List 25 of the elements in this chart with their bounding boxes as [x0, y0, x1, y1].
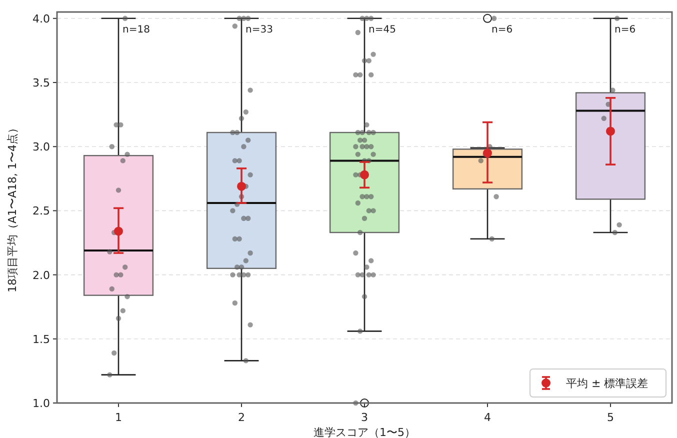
y-tick-label: 2.5 [32, 204, 50, 218]
x-tick-label: 4 [484, 411, 491, 424]
point [483, 148, 492, 158]
x-tick-label: 3 [361, 411, 368, 424]
legend-label: 平均 ± 標準誤差 [566, 377, 648, 390]
x-axis-title: 進学スコア（1〜5） [314, 426, 416, 438]
point [114, 226, 123, 236]
annotation: n=18 [122, 24, 150, 36]
annotation: n=33 [246, 24, 273, 36]
annotation: n=6 [492, 24, 513, 36]
y-tick-label: 1.5 [32, 332, 50, 346]
x-tick-label: 5 [607, 411, 614, 424]
point [606, 126, 615, 136]
x-tick-label: 2 [238, 411, 245, 424]
x-tick-label: 1 [115, 411, 122, 424]
y-tick-label: 2.0 [32, 268, 50, 282]
y-tick-label: 3.5 [32, 76, 50, 90]
annotation: n=6 [614, 24, 636, 36]
y-tick-label: 4.0 [32, 12, 50, 26]
y-axis-title: 18項目平均（A1〜A18, 1〜4点） [6, 122, 19, 293]
y-tick-label: 1.0 [32, 397, 50, 410]
y-tick-label: 3.0 [32, 140, 50, 154]
point [360, 170, 369, 180]
point [237, 182, 246, 191]
annotation: n=45 [368, 24, 396, 36]
